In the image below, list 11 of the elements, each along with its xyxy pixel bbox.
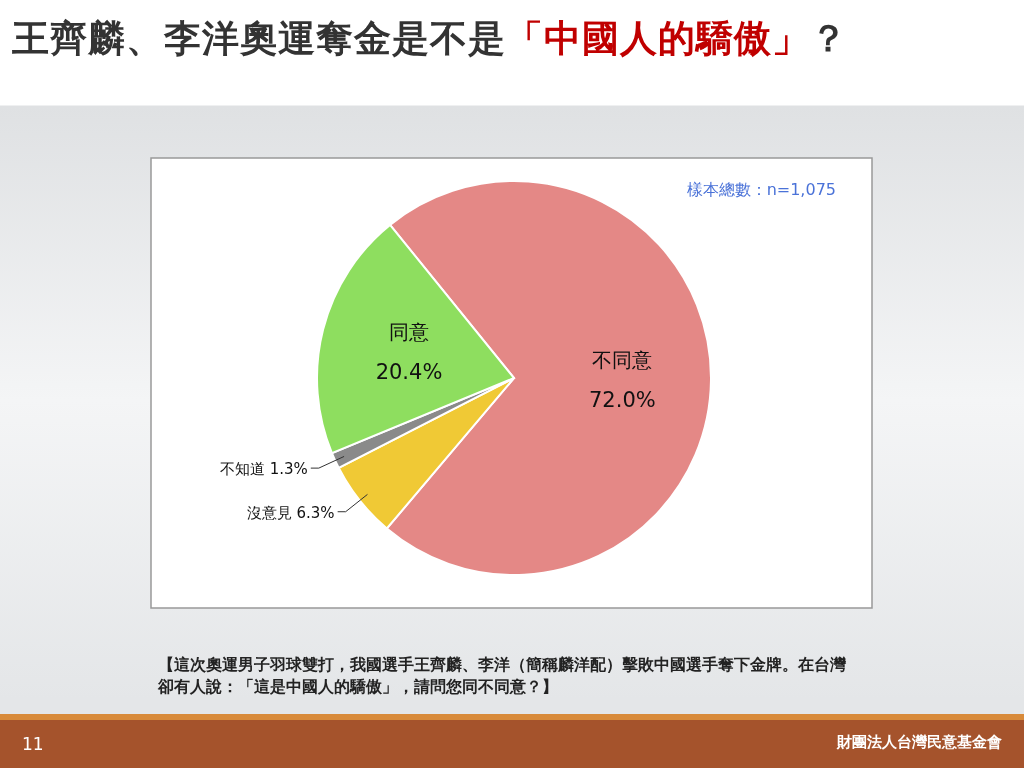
text: 財團法人台灣民意基金會 — [837, 733, 1002, 752]
text: 11 — [22, 734, 44, 754]
text: 樣本總數：n=1,075 — [686, 180, 836, 199]
text: 【這次奧運男子羽球雙打，我國選手王齊麟、李洋（簡稱麟洋配）擊敗中國選手奪下金牌。在台灣卻有人說：「這是中國人的驕傲」，請問您同不同意？】 — [158, 655, 847, 698]
data-label: 72.0% — [588, 388, 656, 413]
slice-label: 沒意見 6.3% — [246, 503, 335, 522]
slice-label: 不同意 — [592, 348, 653, 373]
chart-title: 王齊麟、李洋奧運奪金是不是「中國人的驕傲」？ — [12, 16, 848, 62]
slice-label: 不知道 1.3% — [219, 460, 308, 479]
data-label: 20.4% — [375, 360, 443, 385]
slice-label: 同意 — [389, 320, 429, 345]
